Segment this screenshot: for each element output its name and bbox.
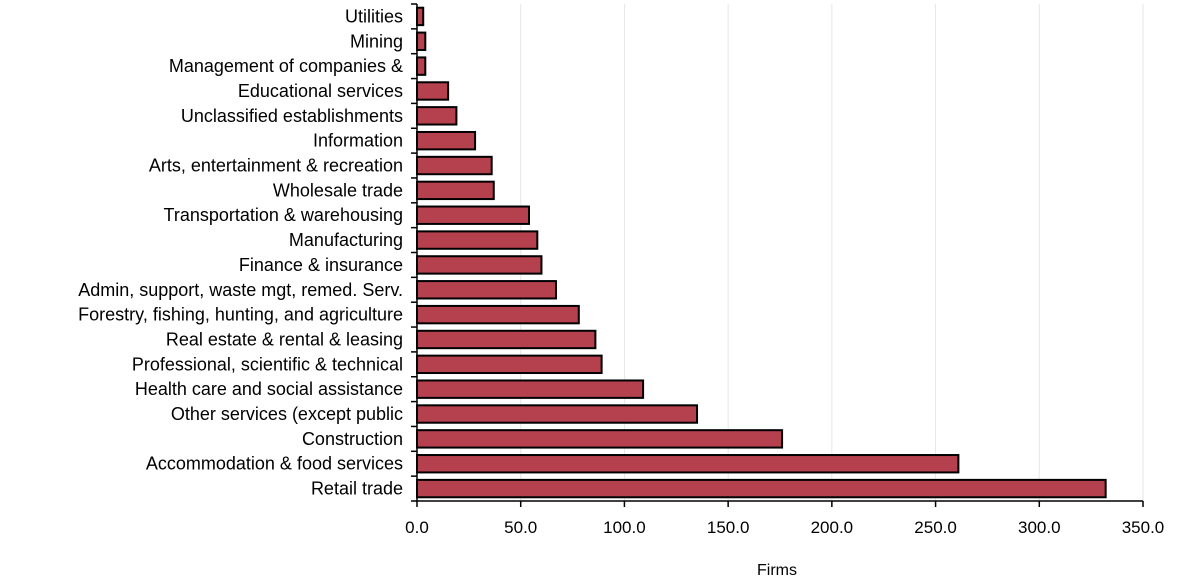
category-label: Unclassified establishments (181, 106, 403, 126)
x-tick-label: 350.0 (1122, 518, 1165, 537)
bar (416, 155, 493, 176)
bar (416, 205, 531, 225)
category-label: Professional, scientific & technical (132, 354, 403, 374)
bar (416, 106, 458, 126)
category-label: Wholesale trade (273, 180, 403, 200)
bar (416, 180, 495, 201)
bar (416, 404, 699, 424)
bar (416, 255, 543, 275)
bar (416, 81, 450, 101)
x-tick-label: 250.0 (914, 518, 957, 537)
bar (416, 304, 580, 325)
gridlines (520, 4, 1144, 501)
category-label: Educational services (238, 81, 403, 101)
category-label: Other services (except public (171, 404, 403, 424)
bar (416, 230, 539, 250)
category-label: Information (313, 131, 403, 151)
x-tick-label: 200.0 (811, 518, 854, 537)
bar (416, 6, 425, 27)
category-label: Utilities (345, 6, 403, 26)
category-label: Retail trade (311, 479, 403, 499)
category-label: Transportation & warehousing (164, 205, 403, 225)
bar (416, 454, 960, 474)
category-label: Forestry, fishing, hunting, and agricult… (78, 305, 403, 325)
x-axis-ticks: 0.0 50.0 100.0 150.0 200.0 250.0 300.0 350.0 (405, 3, 1165, 537)
bar (416, 56, 427, 76)
x-tick-label: 150.0 (707, 518, 750, 537)
bar (416, 280, 557, 300)
category-label: Manufacturing (289, 230, 403, 250)
category-label: Construction (302, 429, 403, 449)
category-label: Arts, entertainment & recreation (149, 156, 403, 176)
bar (416, 31, 427, 51)
x-tick-label: 50.0 (504, 518, 537, 537)
bar (416, 429, 784, 449)
category-label: Accommodation & food services (146, 454, 403, 474)
x-tick-label: 300.0 (1018, 518, 1061, 537)
category-label: Health care and social assistance (135, 379, 403, 399)
bar (416, 478, 1107, 499)
category-label: Real estate & rental & leasing (166, 329, 403, 349)
axes (416, 4, 1143, 502)
category-label: Management of companies & (169, 56, 403, 76)
category-labels: Utilities Mining Management of companies &… (78, 6, 403, 498)
category-label: Finance & insurance (239, 255, 403, 275)
bar (416, 354, 603, 375)
bar (416, 329, 597, 350)
x-tick-label: 0.0 (405, 518, 429, 537)
x-tick-label: 100.0 (603, 518, 646, 537)
x-axis-title: Firms (757, 562, 797, 579)
category-label: Mining (350, 31, 403, 51)
bar (416, 130, 477, 151)
bar (416, 379, 645, 399)
category-label: Admin, support, waste mgt, remed. Serv. (78, 280, 403, 300)
